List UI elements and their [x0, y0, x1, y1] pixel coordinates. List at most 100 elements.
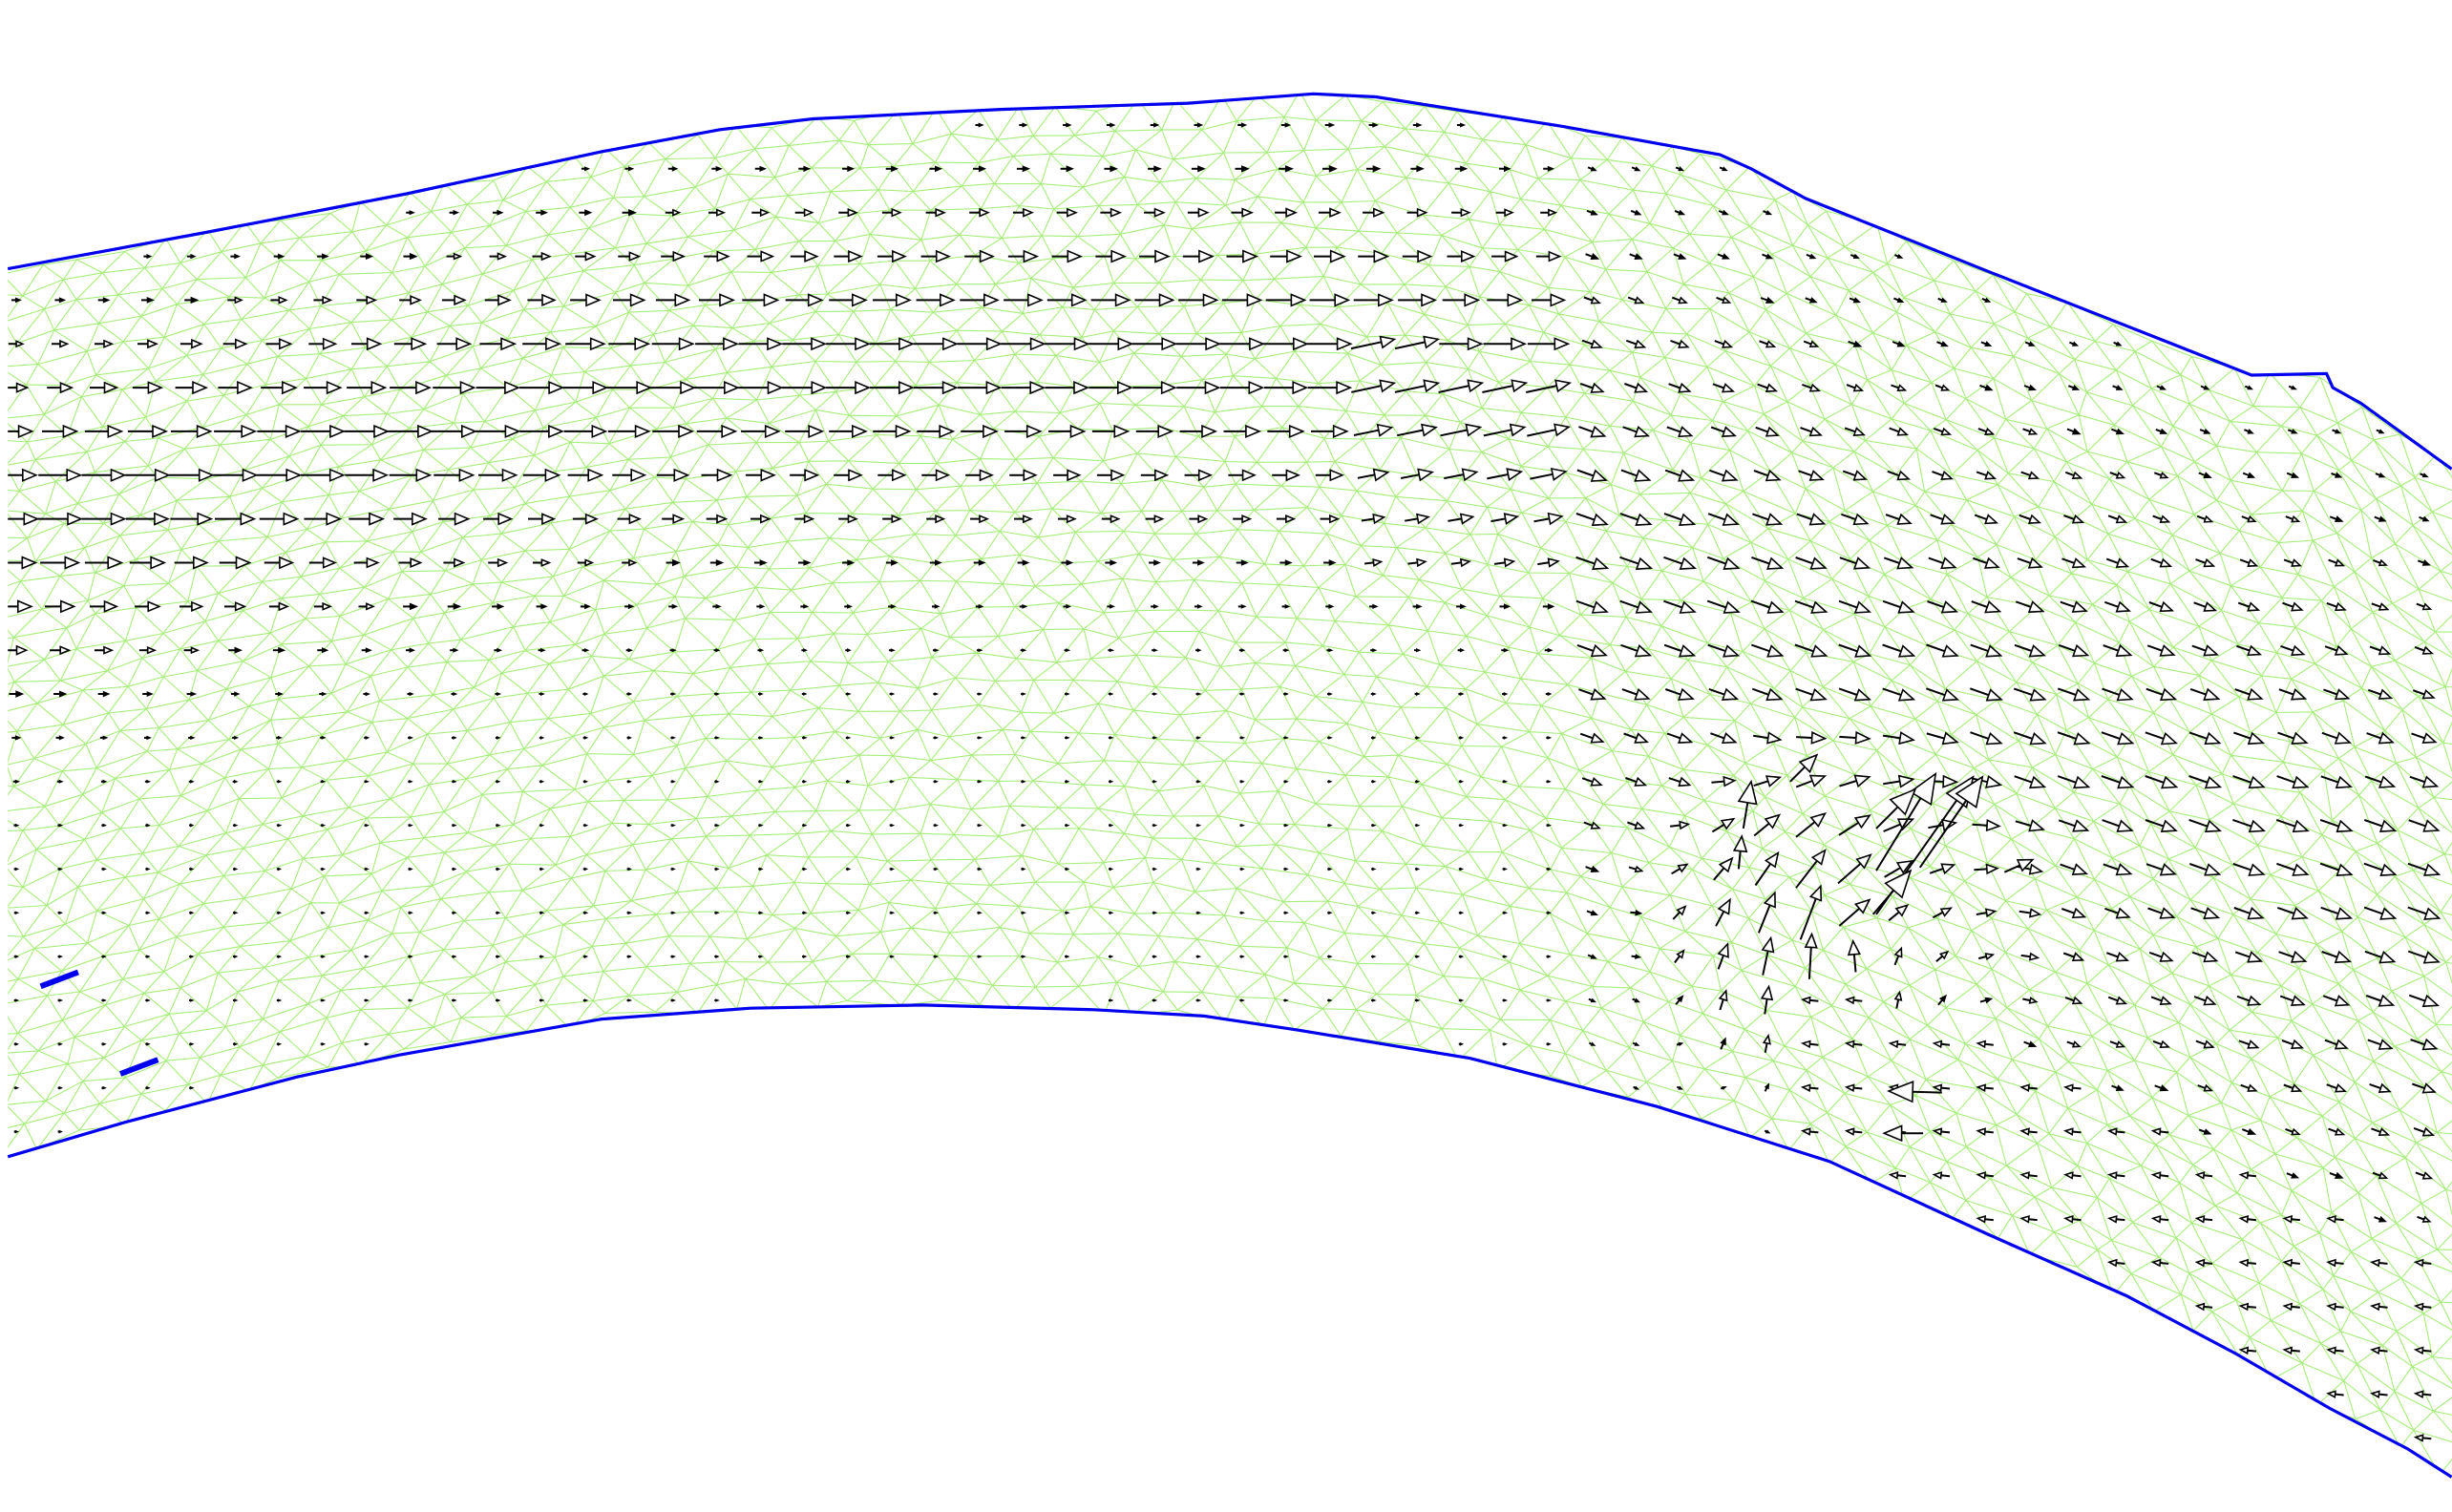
- velocity-arrow: [1065, 867, 1070, 872]
- velocity-arrow: [1525, 379, 1573, 393]
- velocity-arrow: [1875, 788, 1917, 830]
- velocity-arrow: [1671, 296, 1688, 304]
- velocity-arrow: [495, 735, 501, 740]
- velocity-arrow: [145, 911, 151, 915]
- velocity-arrow: [1871, 869, 1913, 915]
- velocity-arrow: [452, 735, 457, 740]
- velocity-arrow: [256, 468, 303, 482]
- velocity-arrow: [2152, 1040, 2171, 1049]
- velocity-arrow: [977, 692, 983, 696]
- velocity-arrow: [1150, 122, 1160, 128]
- velocity-arrow: [1532, 293, 1567, 307]
- velocity-arrow: [1065, 823, 1070, 828]
- velocity-arrow: [125, 468, 171, 482]
- velocity-arrow: [2112, 385, 2124, 390]
- velocity-arrow: [1502, 823, 1509, 828]
- velocity-arrow: [870, 380, 915, 395]
- velocity-arrow: [1708, 687, 1740, 701]
- velocity-arrow: [975, 122, 984, 128]
- velocity-arrow: [1327, 736, 1333, 740]
- velocity-arrow: [2411, 732, 2438, 744]
- velocity-arrow: [452, 998, 457, 1002]
- velocity-arrow: [1400, 468, 1435, 482]
- velocity-arrow: [1709, 469, 1739, 482]
- velocity-arrow: [8, 468, 38, 482]
- velocity-arrow: [1893, 990, 1903, 1009]
- velocity-arrow: [626, 955, 632, 959]
- velocity-arrow: [408, 779, 413, 784]
- velocity-arrow: [1631, 166, 1641, 172]
- velocity-arrow: [13, 867, 20, 872]
- velocity-arrow: [1932, 1171, 1951, 1180]
- velocity-arrow: [1932, 1127, 1951, 1136]
- velocity-arrow: [926, 514, 946, 524]
- velocity-arrow: [2103, 863, 2133, 876]
- velocity-arrow: [1238, 648, 1246, 653]
- velocity-arrow: [1928, 556, 1957, 570]
- velocity-arrow: [212, 468, 259, 482]
- velocity-arrow: [1753, 775, 1783, 788]
- velocity-arrow: [2413, 1390, 2432, 1398]
- velocity-arrow: [845, 823, 852, 828]
- velocity-arrow: [1438, 379, 1485, 393]
- velocity-arrow: [408, 955, 413, 959]
- velocity-arrow: [1151, 603, 1159, 609]
- velocity-arrow: [496, 823, 501, 828]
- velocity-arrow: [1065, 736, 1070, 740]
- velocity-arrow: [449, 209, 460, 216]
- velocity-arrow: [317, 253, 329, 260]
- velocity-arrow: [626, 735, 632, 740]
- velocity-arrow: [1848, 340, 1863, 347]
- velocity-arrow: [364, 1042, 370, 1046]
- velocity-arrow: [1884, 859, 1914, 878]
- velocity-arrow: [2145, 731, 2179, 746]
- velocity-arrow: [2020, 952, 2040, 961]
- velocity-arrow: [1711, 817, 1736, 833]
- velocity-arrow: [1491, 250, 1519, 262]
- velocity-arrow: [1279, 165, 1295, 173]
- velocity-arrow: [95, 645, 115, 655]
- velocity-arrow: [268, 601, 290, 612]
- velocity-arrow: [189, 955, 195, 959]
- velocity-arrow: [1088, 337, 1134, 351]
- velocity-arrow: [2375, 472, 2386, 478]
- velocity-arrow: [1267, 424, 1305, 439]
- velocity-arrow: [1620, 469, 1652, 482]
- velocity-arrow: [711, 165, 723, 172]
- velocity-arrow: [2413, 1346, 2432, 1355]
- velocity-arrow: [2238, 1040, 2260, 1049]
- velocity-arrow: [1314, 249, 1346, 263]
- velocity-arrow: [1239, 779, 1245, 784]
- velocity-arrow: [714, 779, 720, 784]
- velocity-arrow: [2276, 862, 2310, 876]
- velocity-arrow: [2200, 385, 2210, 390]
- velocity-arrow: [2019, 1214, 2038, 1224]
- velocity-arrow: [13, 911, 20, 915]
- velocity-arrow: [1675, 995, 1684, 1005]
- velocity-arrow: [1579, 732, 1605, 744]
- velocity-arrow: [1483, 423, 1527, 437]
- velocity-arrow: [1979, 384, 1994, 391]
- velocity-arrow: [745, 469, 776, 482]
- velocity-arrow: [2419, 515, 2430, 522]
- velocity-arrow: [575, 251, 597, 262]
- velocity-arrow: [1502, 998, 1509, 1002]
- velocity-arrow: [129, 556, 167, 570]
- velocity-arrow: [670, 823, 676, 828]
- velocity-arrow: [138, 646, 158, 655]
- velocity-arrow: [917, 424, 956, 439]
- velocity-arrow: [1410, 165, 1425, 173]
- velocity-arrow: [13, 1129, 20, 1134]
- velocity-arrow: [1629, 253, 1643, 260]
- velocity-arrow: [1283, 998, 1289, 1002]
- velocity-arrow: [1882, 599, 1915, 614]
- velocity-arrow: [8, 382, 30, 393]
- velocity-arrow: [1932, 470, 1955, 480]
- velocity-arrow: [1458, 998, 1465, 1002]
- velocity-arrow: [57, 998, 64, 1002]
- velocity-arrow: [1363, 557, 1384, 567]
- velocity-arrow: [8, 556, 38, 570]
- velocity-arrow: [2413, 1302, 2432, 1312]
- velocity-arrow: [2189, 687, 2221, 701]
- velocity-arrow: [1674, 949, 1685, 964]
